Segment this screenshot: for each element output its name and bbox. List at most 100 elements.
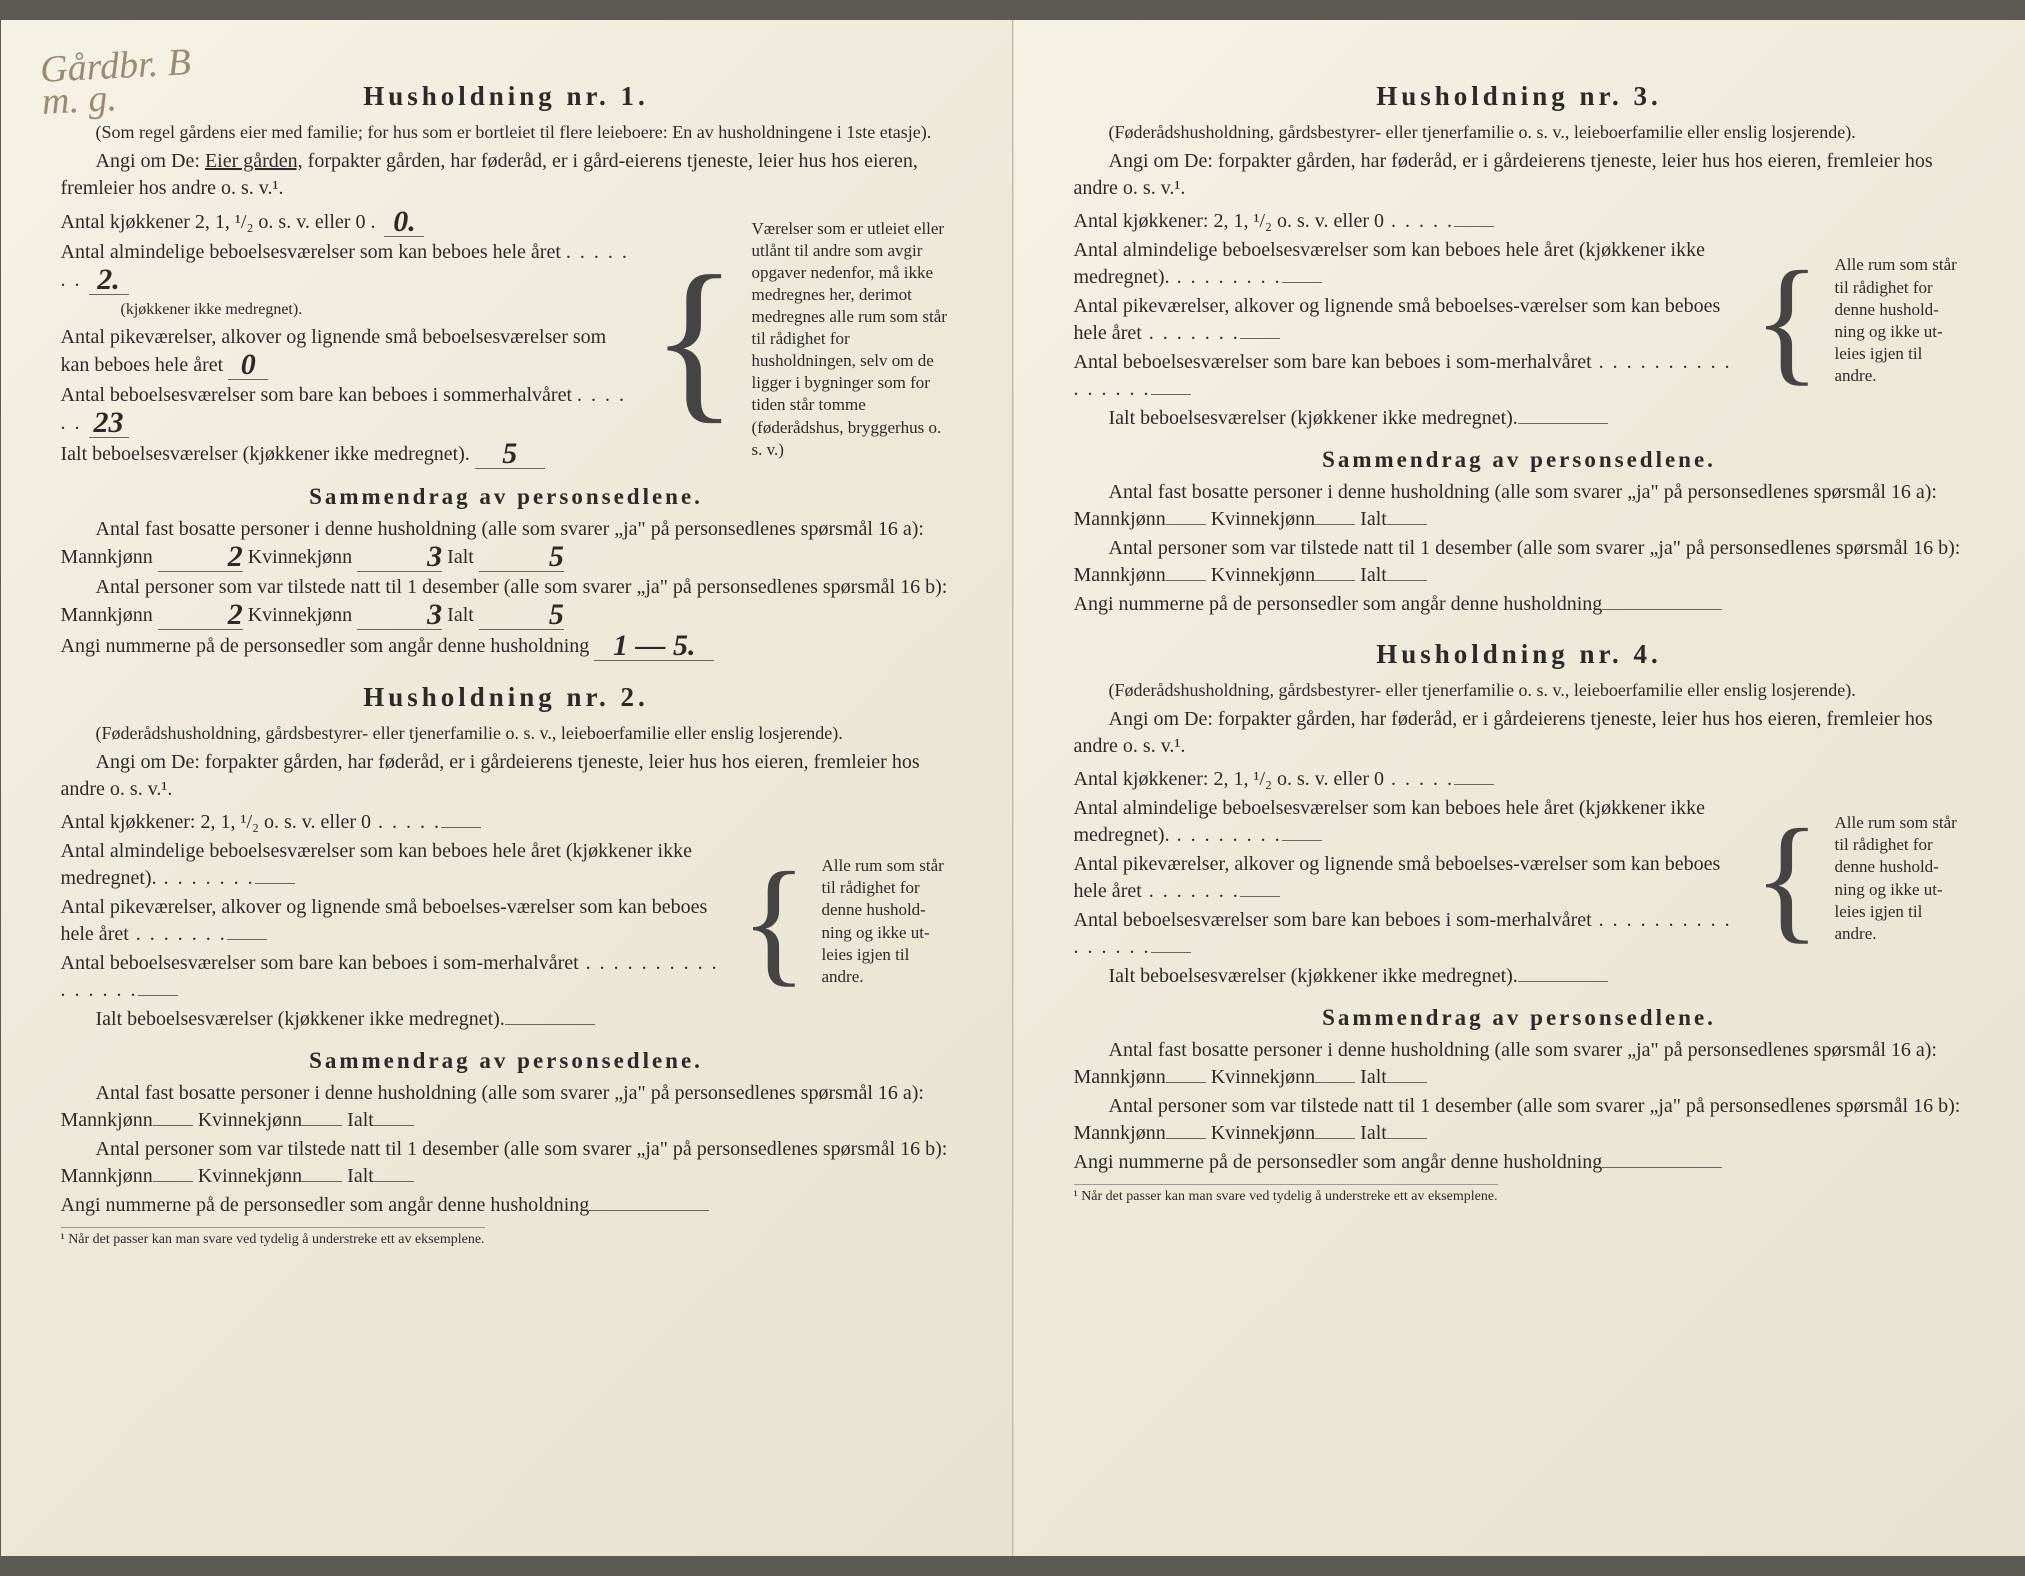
h4-sub: (Føderådshusholdning, gårdsbestyrer- ell… — [1074, 678, 1965, 702]
h3-columns: Antal kjøkkener: 2, 1, ¹/₂ o. s. v. elle… — [1074, 208, 1965, 434]
value: 0 — [241, 354, 256, 375]
h2-nummer: Angi nummerne på de personsedler som ang… — [61, 1192, 952, 1219]
t: Antal fast bosatte personer i denne hush… — [1074, 1039, 1938, 1088]
t: Kvinnekjønn — [248, 546, 352, 568]
label: Antal kjøkkener 2, 1, ¹/₂ o. s. v. eller… — [61, 211, 366, 233]
l: Antal kjøkkener: 2, 1, ¹/₂ o. s. v. elle… — [1074, 210, 1385, 232]
h4-footnote: ¹ Når det passer kan man svare ved tydel… — [1074, 1184, 1498, 1207]
h1-nummer: Angi nummerne på de personsedler som ang… — [61, 632, 952, 661]
h4-angi: Angi om De: forpakter gården, har føderå… — [1074, 706, 1965, 760]
household-2: Husholdning nr. 2. (Føderådshusholdning,… — [61, 679, 952, 1250]
h1-columns: Antal kjøkkener 2, 1, ¹/₂ o. s. v. eller… — [61, 208, 952, 471]
h1-sidenote: Værelser som er utleiet eller utlånt til… — [752, 208, 952, 471]
l: Ialt beboelsesværelser (kjøkkener ikke m… — [1109, 965, 1518, 987]
h2-angi: Angi om De: forpakter gården, har føderå… — [61, 749, 952, 803]
h3-total: Ialt beboelsesværelser (kjøkkener ikke m… — [1074, 405, 1740, 432]
household-1: Husholdning nr. 1. (Som regel gårdens ei… — [61, 78, 952, 661]
note: (kjøkkener ikke medregnet). — [121, 301, 303, 318]
t: Antal fast bosatte personer i denne hush… — [61, 1082, 925, 1131]
label: Antal pikeværelser, alkover og lignende … — [61, 326, 607, 376]
h3-row-1: Antal almindelige beboelsesværelser som … — [1074, 237, 1740, 291]
t: Angi nummerne på de personsedler som ang… — [1074, 1151, 1603, 1173]
l: Antal almindelige beboelsesværelser som … — [61, 840, 692, 889]
h1-row-0: Antal kjøkkener 2, 1, ¹/₂ o. s. v. eller… — [61, 208, 638, 237]
t: Ialt — [1360, 508, 1387, 530]
t: Angi nummerne på de personsedler som ang… — [1074, 593, 1603, 615]
h3-16a: Antal fast bosatte personer i denne hush… — [1074, 479, 1965, 533]
t: Ialt — [1360, 564, 1387, 586]
t: Kvinnekjønn — [1211, 1066, 1315, 1088]
h3-nummer: Angi nummerne på de personsedler som ang… — [1074, 591, 1965, 618]
h4-sidenote: Alle rum som står til rådighet for denne… — [1835, 766, 1965, 992]
h3-sidenote: Alle rum som står til rådighet for denne… — [1835, 208, 1965, 434]
h2-total: Ialt beboelsesværelser (kjøkkener ikke m… — [61, 1006, 727, 1033]
angi-prefix: Angi om De: — [96, 150, 205, 172]
h3-row-2: Antal pikeværelser, alkover og lignende … — [1074, 293, 1740, 347]
h4-row-3: Antal beboelsesværelser som bare kan beb… — [1074, 907, 1740, 961]
t: Kvinnekjønn — [1211, 508, 1315, 530]
h2-main: Antal kjøkkener: 2, 1, ¹/₂ o. s. v. elle… — [61, 809, 727, 1035]
h1-angi: Angi om De: Eier gården, forpakter gårde… — [61, 148, 952, 202]
h4-row-0: Antal kjøkkener: 2, 1, ¹/₂ o. s. v. elle… — [1074, 766, 1740, 793]
t: Ialt — [347, 1109, 374, 1131]
v: 5 — [514, 546, 564, 567]
h2-sidenote: Alle rum som står til rådighet for denne… — [822, 809, 952, 1035]
l: Antal kjøkkener: 2, 1, ¹/₂ o. s. v. elle… — [1074, 768, 1385, 790]
t: Kvinnekjønn — [1211, 1122, 1315, 1144]
h2-summary-title: Sammendrag av personsedlene. — [61, 1045, 952, 1076]
v: 2 — [193, 546, 243, 567]
l: Antal beboelsesværelser som bare kan beb… — [61, 952, 579, 974]
t: Antal personer som var tilstede natt til… — [61, 1138, 948, 1187]
label: Antal beboelsesværelser som bare kan beb… — [61, 384, 573, 406]
h2-row-2: Antal pikeværelser, alkover og lignende … — [61, 894, 727, 948]
t: Ialt — [1360, 1122, 1387, 1144]
h2-footnote: ¹ Når det passer kan man svare ved tydel… — [61, 1227, 485, 1250]
t: Angi nummerne på de personsedler som ang… — [61, 1194, 590, 1216]
h1-sub: (Som regel gårdens eier med familie; for… — [61, 120, 952, 144]
l: Antal almindelige beboelsesværelser som … — [1074, 239, 1705, 288]
t: Ialt — [447, 604, 474, 626]
value: 23 — [94, 412, 124, 433]
label: Antal almindelige beboelsesværelser som … — [61, 241, 561, 263]
household-4: Husholdning nr. 4. (Føderådshusholdning,… — [1074, 636, 1965, 1207]
t: Kvinnekjønn — [248, 604, 352, 626]
t: Kvinnekjønn — [198, 1109, 302, 1131]
v: 3 — [392, 604, 442, 625]
h4-columns: Antal kjøkkener: 2, 1, ¹/₂ o. s. v. elle… — [1074, 766, 1965, 992]
v: 3 — [392, 546, 442, 567]
h3-angi: Angi om De: forpakter gården, har føderå… — [1074, 148, 1965, 202]
h2-title: Husholdning nr. 2. — [61, 679, 952, 715]
h2-16a: Antal fast bosatte personer i denne hush… — [61, 1080, 952, 1134]
page-left: Gårdbr. Bm. g. Husholdning nr. 1. (Som r… — [1, 20, 1013, 1556]
total-label: Ialt beboelsesværelser (kjøkkener ikke m… — [61, 443, 470, 465]
t: Antal personer som var tilstede natt til… — [1074, 1095, 1961, 1144]
h3-row-0: Antal kjøkkener: 2, 1, ¹/₂ o. s. v. elle… — [1074, 208, 1740, 235]
page-right: Husholdning nr. 3. (Føderådshusholdning,… — [1013, 20, 2025, 1556]
h1-row-2: Antal pikeværelser, alkover og lignende … — [61, 324, 638, 380]
t: Ialt — [347, 1165, 374, 1187]
t: Ialt — [1360, 1066, 1387, 1088]
t: Ialt — [447, 546, 474, 568]
h1-row-1: Antal almindelige beboelsesværelser som … — [61, 239, 638, 322]
h2-columns: Antal kjøkkener: 2, 1, ¹/₂ o. s. v. elle… — [61, 809, 952, 1035]
h4-main: Antal kjøkkener: 2, 1, ¹/₂ o. s. v. elle… — [1074, 766, 1740, 992]
h4-summary-title: Sammendrag av personsedlene. — [1074, 1002, 1965, 1033]
t: Kvinnekjønn — [198, 1165, 302, 1187]
v: 5 — [514, 604, 564, 625]
l: Ialt beboelsesværelser (kjøkkener ikke m… — [1109, 407, 1518, 429]
h2-16b: Antal personer som var tilstede natt til… — [61, 1136, 952, 1190]
h4-nummer: Angi nummerne på de personsedler som ang… — [1074, 1149, 1965, 1176]
h2-row-3: Antal beboelsesværelser som bare kan beb… — [61, 950, 727, 1004]
total-value: 5 — [502, 443, 517, 464]
h3-row-3: Antal beboelsesværelser som bare kan beb… — [1074, 349, 1740, 403]
value: 2. — [97, 269, 120, 290]
h1-16b: Antal personer som var tilstede natt til… — [61, 574, 952, 630]
v: 1 — 5. — [613, 635, 696, 656]
t: Antal personer som var tilstede natt til… — [1074, 537, 1961, 586]
h1-summary-title: Sammendrag av personsedlene. — [61, 481, 952, 512]
t: Kvinnekjønn — [1211, 564, 1315, 586]
h4-total: Ialt beboelsesværelser (kjøkkener ikke m… — [1074, 963, 1740, 990]
h3-16b: Antal personer som var tilstede natt til… — [1074, 535, 1965, 589]
h3-summary-title: Sammendrag av personsedlene. — [1074, 444, 1965, 475]
h4-row-1: Antal almindelige beboelsesværelser som … — [1074, 795, 1740, 849]
